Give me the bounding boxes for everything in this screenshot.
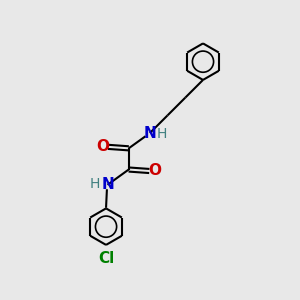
Text: H: H <box>90 177 100 191</box>
Text: O: O <box>148 164 161 178</box>
Text: N: N <box>101 177 114 192</box>
Text: H: H <box>157 127 167 141</box>
Text: Cl: Cl <box>98 251 114 266</box>
Text: O: O <box>96 140 109 154</box>
Text: N: N <box>143 125 156 140</box>
